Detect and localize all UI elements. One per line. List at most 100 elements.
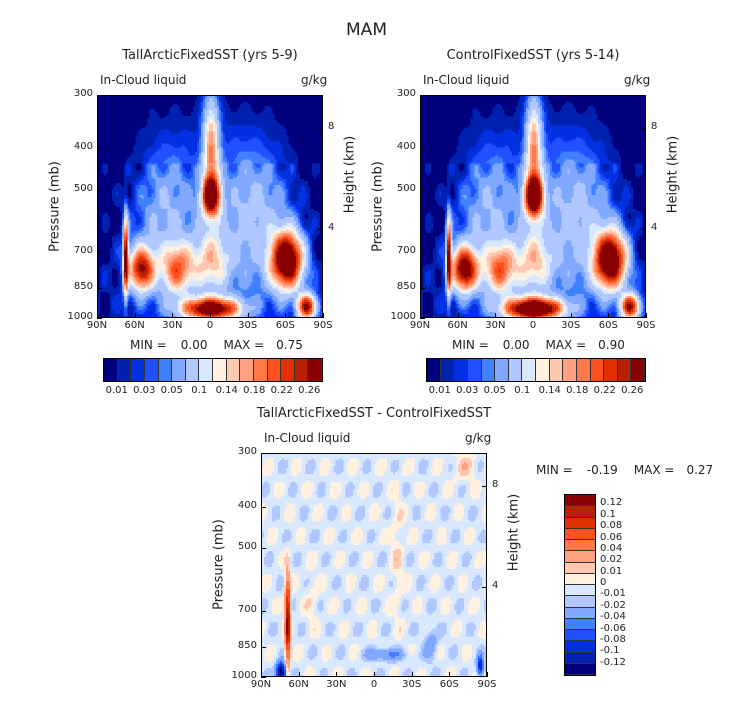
y-tick-label: 400	[73, 141, 93, 153]
colorbar-label: 0	[600, 577, 607, 588]
x-tick-mark	[420, 313, 421, 318]
colorbar-swatch	[617, 359, 632, 381]
colorbar-swatch	[631, 359, 645, 381]
y-tick-label: 300	[73, 88, 93, 99]
max-value: 0.90	[598, 338, 625, 352]
y-tick-label: 850	[396, 280, 416, 292]
colorbar-label: 0.1	[600, 508, 616, 520]
x-tick-mark	[134, 313, 136, 318]
colorbar-label: 0.14	[215, 385, 238, 396]
colorbar-swatch	[565, 517, 595, 529]
panel-title: TallArcticFixedSST - ControlFixedSST	[256, 406, 492, 421]
x-tick-mark	[495, 313, 497, 318]
x-tick-label: 0	[529, 320, 537, 331]
colorbar-swatch	[267, 359, 282, 381]
y-tick-label: 400	[237, 499, 257, 511]
max-label: MAX =	[223, 338, 265, 352]
min-value: 0.00	[502, 338, 530, 352]
colorbar-swatch	[536, 359, 550, 381]
x-tick-mark	[298, 672, 300, 677]
y-right-tick-label: 4	[651, 221, 658, 233]
colorbar-label: 0.04	[600, 542, 623, 554]
y-tick-mark	[97, 287, 102, 289]
colorbar-swatch	[565, 652, 595, 664]
x-tick-label: 30N	[326, 679, 347, 690]
colorbar-label: 0.12	[600, 497, 623, 509]
colorbar-label: -0.02	[600, 599, 626, 611]
colorbar-swatch	[576, 359, 591, 381]
colorbar-swatch	[565, 495, 595, 507]
colorbar-label: 0.01	[428, 385, 451, 396]
units-label: g/kg	[301, 73, 328, 87]
colorbar-swatch	[522, 359, 536, 381]
colorbar-swatch	[454, 359, 468, 381]
x-tick-label: 30S	[561, 320, 581, 331]
y-right-axis-label: Height (km)	[342, 135, 358, 213]
figure-title: MAM	[346, 20, 387, 40]
min-max-readout: MIN = 0.00 MAX = 0.90	[452, 338, 637, 352]
colorbar-label: 0.02	[600, 554, 623, 566]
colorbar	[564, 494, 596, 676]
colorbar-swatch	[565, 540, 595, 552]
x-tick-mark	[457, 313, 459, 318]
y-tick-mark	[420, 287, 425, 289]
colorbar-label: 0.14	[538, 385, 561, 396]
y-tick-mark	[420, 189, 425, 191]
min-value: -0.19	[586, 463, 618, 477]
colorbar-label: 0.26	[298, 385, 321, 396]
colorbar-label: 0.06	[600, 531, 623, 543]
contour-field	[262, 454, 486, 676]
colorbar-label: 0.01	[105, 385, 128, 396]
y-axis-label: Pressure (mb)	[370, 160, 386, 252]
units-label: g/kg	[624, 73, 651, 87]
colorbar-swatch	[565, 528, 595, 540]
colorbar-swatch	[565, 573, 595, 585]
y-tick-mark	[97, 251, 102, 253]
colorbar-label: -0.01	[600, 588, 626, 600]
y-tick-mark	[97, 95, 102, 96]
panel-title: TallArcticFixedSST (yrs 5-9)	[122, 48, 298, 63]
y-right-tick-mark	[482, 486, 487, 488]
colorbar-swatch	[199, 359, 213, 381]
colorbar-swatch	[281, 359, 295, 381]
y-tick-mark	[261, 548, 266, 550]
x-tick-mark	[261, 672, 262, 677]
colorbar-swatch	[565, 607, 595, 619]
y-tick-mark	[97, 318, 102, 319]
colorbar-swatch	[565, 562, 595, 574]
y-tick-mark	[261, 610, 266, 612]
colorbar-swatch	[549, 359, 564, 381]
y-right-axis-label: Height (km)	[665, 135, 681, 213]
colorbar-swatch	[185, 359, 200, 381]
x-tick-mark	[172, 313, 174, 318]
x-tick-mark	[411, 672, 413, 677]
colorbar-swatch	[495, 359, 509, 381]
colorbar-label: 0.05	[483, 385, 506, 396]
contour-field	[421, 96, 645, 317]
colorbar-swatch	[565, 506, 595, 518]
y-tick-label: 700	[73, 244, 93, 256]
colorbar-swatch	[253, 359, 268, 381]
x-tick-label: 60N	[288, 679, 309, 690]
y-right-tick-label: 8	[328, 120, 335, 132]
colorbar-swatch	[565, 596, 595, 608]
x-tick-label: 60S	[275, 320, 295, 331]
y-right-tick-mark	[641, 228, 646, 230]
colorbar-swatch	[226, 359, 241, 381]
colorbar-swatch	[565, 585, 595, 597]
min-label: MIN =	[536, 463, 573, 477]
y-tick-label: 300	[396, 88, 416, 99]
x-tick-mark	[533, 313, 534, 318]
colorbar-label: 0.03	[456, 385, 479, 396]
x-tick-label: 90N	[409, 320, 431, 331]
max-label: MAX =	[545, 338, 587, 352]
colorbar-label: 0.03	[133, 385, 156, 396]
y-tick-label: 500	[396, 182, 416, 194]
colorbar-label: 0.1	[514, 385, 531, 396]
colorbar-label: 0.22	[270, 385, 293, 396]
max-value: 0.75	[276, 338, 303, 352]
x-tick-label: 0	[206, 320, 214, 331]
y-tick-mark	[261, 677, 266, 678]
min-max-readout: MIN = 0.00 MAX = 0.75	[130, 338, 315, 352]
